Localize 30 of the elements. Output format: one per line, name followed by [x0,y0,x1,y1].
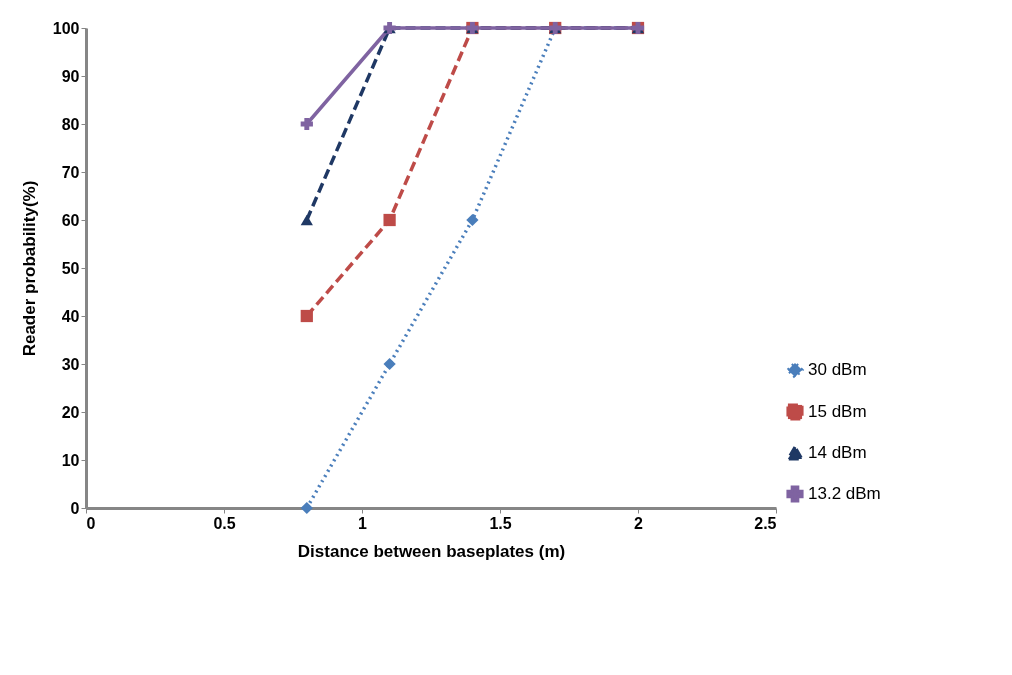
x-tick-label: 0.5 [213,514,236,532]
point [300,309,313,323]
y-tick-label: 0 [70,499,80,517]
legend-label: 13.2 dBm [808,484,881,503]
x-tick-label: 1 [358,514,368,532]
point [300,501,313,515]
y-tick-label: 80 [61,115,80,133]
x-tick-label: 2.5 [754,514,777,532]
y-tick-label: 10 [61,451,80,469]
point [300,117,313,131]
y-tick-label: 100 [52,19,80,37]
x-axis-title: Distance between baseplates (m) [297,541,566,561]
y-tick-label: 30 [61,355,80,373]
x-tick-label: 1.5 [489,514,512,532]
legend-label: 30 dBm [808,360,867,379]
legend-label: 14 dBm [808,443,867,462]
x-tick-label: 0 [86,514,96,532]
y-tick-label: 70 [61,163,80,181]
y-tick-label: 20 [61,403,80,421]
point [383,213,396,227]
y-tick-label: 60 [61,211,80,229]
point [466,213,479,227]
y-axis-title: Reader probability(%) [19,180,39,357]
y-tick-label: 40 [61,307,80,325]
x-tick-label: 2 [634,514,644,532]
y-tick-label: 90 [61,67,80,85]
point [383,357,396,371]
legend-label: 15 dBm [808,402,867,421]
y-tick-label: 50 [61,259,80,277]
point [300,214,313,226]
